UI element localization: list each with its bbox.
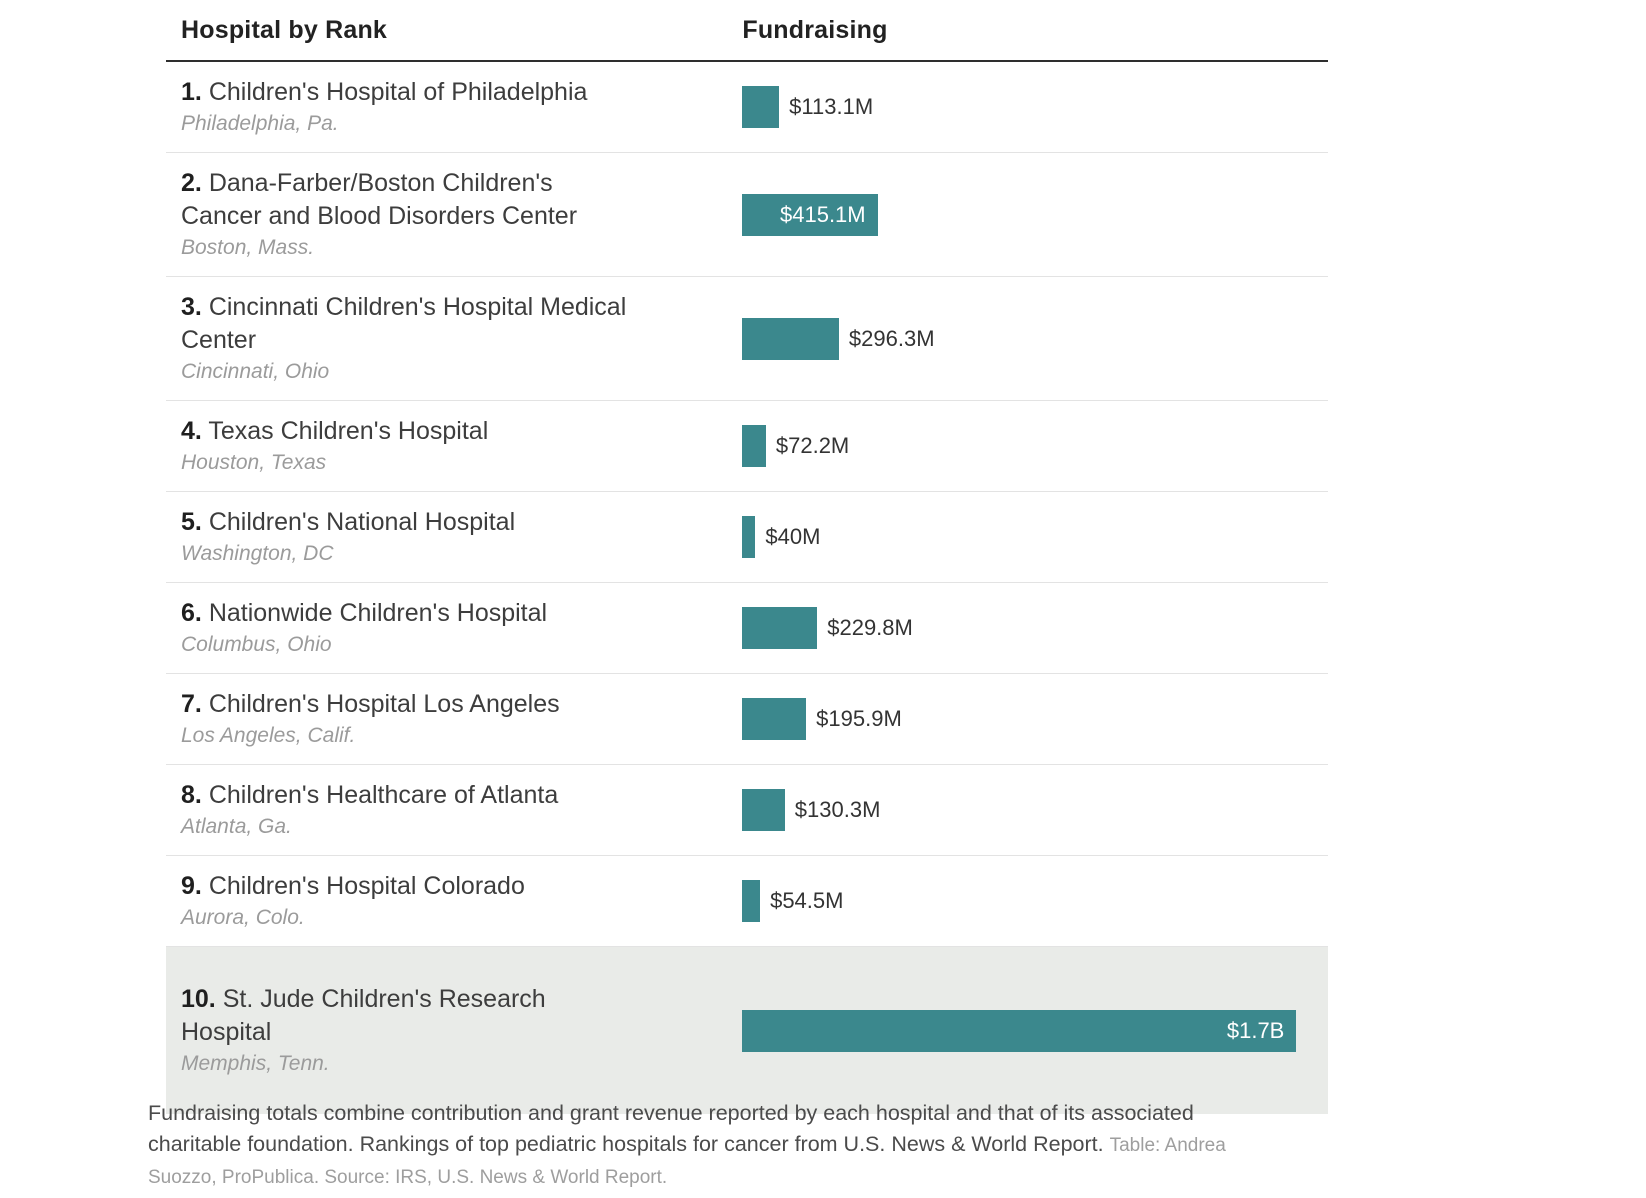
hospital-location: Columbus, Ohio (181, 633, 332, 656)
fundraising-bar: $1.7B (742, 1009, 1297, 1052)
fundraising-value-label: $1.7B (1226, 1017, 1285, 1043)
hospital-name-line: 7. Children's Hospital Los Angeles (181, 688, 631, 721)
hospital-rank: 9. (181, 872, 202, 900)
fundraising-value-label: $229.8M (827, 615, 913, 640)
fundraising-bar (742, 880, 761, 922)
hospital-name-line: 5. Children's National Hospital (181, 506, 631, 539)
bar-cell: $415.1M (742, 193, 1328, 236)
hospital-cell: 5. Children's National Hospital Washingt… (166, 492, 742, 582)
table-row: 3. Cincinnati Children's Hospital Medica… (166, 277, 1328, 401)
fundraising-value-label: $296.3M (848, 325, 935, 351)
bar-cell: $130.3M (742, 789, 1328, 831)
hospital-name: Children's Hospital Los Angeles (208, 690, 560, 718)
column-header-hospital: Hospital by Rank (181, 16, 388, 44)
hospital-rank: 6. (181, 599, 202, 627)
table-row: 6. Nationwide Children's Hospital Columb… (166, 583, 1328, 674)
hospital-name-line: 6. Nationwide Children's Hospital (181, 597, 631, 630)
hospital-rank: 2. (181, 169, 202, 197)
hospital-name-line: 3. Cincinnati Children's Hospital Medica… (181, 291, 631, 357)
hospital-cell: 2. Dana-Farber/Boston Children's Cancer … (166, 153, 742, 276)
fundraising-bar (742, 789, 785, 831)
hospital-cell: 6. Nationwide Children's Hospital Columb… (166, 583, 742, 673)
footnote: Fundraising totals combine contribution … (148, 1098, 1248, 1193)
hospital-location: Memphis, Tenn. (181, 1052, 330, 1075)
bar-cell: $195.9M (742, 698, 1328, 740)
hospital-cell: 3. Cincinnati Children's Hospital Medica… (166, 277, 742, 400)
hospital-location: Boston, Mass. (181, 236, 315, 259)
table-row: 10. St. Jude Children's Research Hospita… (166, 947, 1328, 1114)
hospital-cell: 7. Children's Hospital Los Angeles Los A… (166, 674, 742, 764)
hospital-name: Texas Children's Hospital (208, 417, 489, 445)
bar-cell: $40M (742, 516, 1328, 558)
hospital-name: Children's National Hospital (208, 508, 516, 536)
bar-cell: $296.3M (742, 317, 1328, 360)
footnote-text: Fundraising totals combine contribution … (148, 1101, 1194, 1156)
bar-cell: $229.8M (742, 607, 1328, 649)
fundraising-bar (742, 425, 766, 467)
fundraising-bar (742, 317, 839, 360)
hospital-name-line: 2. Dana-Farber/Boston Children's Cancer … (181, 167, 631, 233)
hospital-location: Atlanta, Ga. (181, 815, 292, 838)
hospital-location: Washington, DC (181, 542, 334, 565)
fundraising-value-label: $415.1M (780, 201, 866, 227)
credit-text: Table: Andrea Suozzo, ProPublica. Source… (148, 1135, 1226, 1188)
bar-cell: $1.7B (742, 1009, 1328, 1052)
table-row: 8. Children's Healthcare of Atlanta Atla… (166, 765, 1328, 856)
hospital-rank: 4. (181, 417, 202, 445)
hospital-name-line: 4. Texas Children's Hospital (181, 415, 631, 448)
fundraising-bar (742, 698, 807, 740)
hospital-name: Children's Hospital of Philadelphia (208, 78, 588, 106)
hospital-name-line: 8. Children's Healthcare of Atlanta (181, 779, 631, 812)
fundraising-bar (742, 607, 818, 649)
hospital-rank: 8. (181, 781, 202, 809)
fundraising-bar (742, 516, 756, 558)
hospital-location: Houston, Texas (181, 451, 327, 474)
hospital-name: Children's Hospital Colorado (208, 872, 525, 900)
fundraising-value-label: $72.2M (775, 433, 850, 458)
table-row: 2. Dana-Farber/Boston Children's Cancer … (166, 153, 1328, 277)
hospital-name-line: 9. Children's Hospital Colorado (181, 870, 631, 903)
hospital-name: Children's Healthcare of Atlanta (208, 781, 559, 809)
fundraising-value-label: $54.5M (770, 888, 844, 913)
hospital-rank: 7. (181, 690, 202, 718)
fundraising-bar: $415.1M (742, 193, 878, 236)
hospital-rank: 10. (181, 985, 216, 1013)
hospital-name: Cincinnati Children's Hospital Medical C… (181, 293, 627, 354)
hospital-cell: 4. Texas Children's Hospital Houston, Te… (166, 401, 742, 491)
hospital-cell: 10. St. Jude Children's Research Hospita… (166, 947, 742, 1114)
bar-cell: $54.5M (742, 880, 1328, 922)
hospital-location: Los Angeles, Calif. (181, 724, 356, 747)
fundraising-bar (742, 86, 780, 128)
column-header-fundraising: Fundraising (742, 16, 888, 44)
bar-cell: $72.2M (742, 425, 1328, 467)
hospital-cell: 8. Children's Healthcare of Atlanta Atla… (166, 765, 742, 855)
hospital-name: St. Jude Children's Research Hospital (181, 985, 546, 1046)
hospital-location: Aurora, Colo. (181, 906, 305, 929)
fundraising-value-label: $130.3M (794, 797, 881, 822)
table-row: 5. Children's National Hospital Washingt… (166, 492, 1328, 583)
hospital-location: Philadelphia, Pa. (181, 112, 339, 135)
table-header-row: Hospital by Rank Fundraising (166, 10, 1328, 62)
hospital-name: Nationwide Children's Hospital (208, 599, 548, 627)
table-body: 1. Children's Hospital of Philadelphia P… (166, 62, 1328, 1114)
hospital-rank: 5. (181, 508, 202, 536)
hospital-name: Dana-Farber/Boston Children's Cancer and… (181, 169, 578, 230)
hospital-name-line: 1. Children's Hospital of Philadelphia (181, 76, 631, 109)
hospital-cell: 1. Children's Hospital of Philadelphia P… (166, 62, 742, 152)
table-row: 7. Children's Hospital Los Angeles Los A… (166, 674, 1328, 765)
fundraising-value-label: $195.9M (816, 706, 902, 731)
table-row: 1. Children's Hospital of Philadelphia P… (166, 62, 1328, 153)
hospital-name-line: 10. St. Jude Children's Research Hospita… (181, 983, 631, 1049)
hospital-location: Cincinnati, Ohio (181, 360, 330, 383)
hospital-rank: 1. (181, 78, 202, 106)
hospital-fundraising-table: Hospital by Rank Fundraising 1. Children… (166, 10, 1328, 1114)
table-row: 9. Children's Hospital Colorado Aurora, … (166, 856, 1328, 947)
bar-cell: $113.1M (742, 86, 1328, 128)
table-row: 4. Texas Children's Hospital Houston, Te… (166, 401, 1328, 492)
hospital-rank: 3. (181, 293, 202, 321)
fundraising-value-label: $113.1M (789, 94, 874, 119)
fundraising-value-label: $40M (765, 524, 821, 549)
hospital-cell: 9. Children's Hospital Colorado Aurora, … (166, 856, 742, 946)
